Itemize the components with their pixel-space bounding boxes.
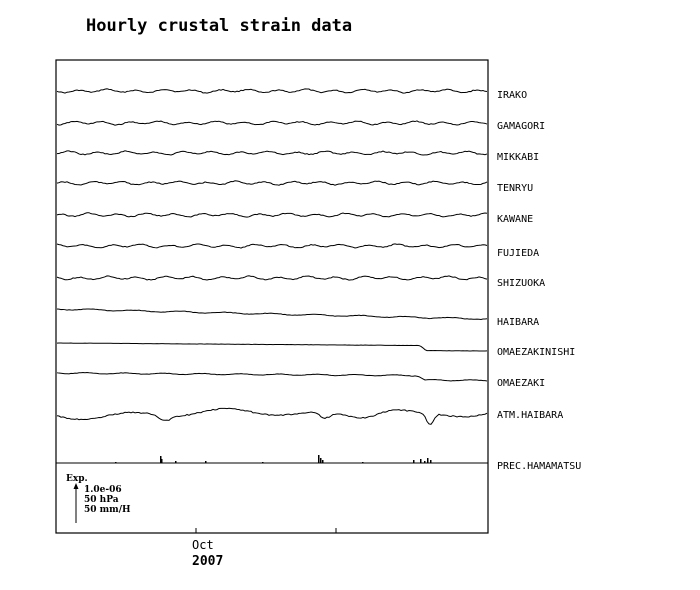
precip-bar [318, 455, 320, 463]
scale-arrow-icon [73, 483, 79, 489]
scale-header: Exp. [66, 474, 88, 484]
trace-atm-haibara [56, 407, 488, 425]
precip-bar [362, 462, 364, 463]
scale-precip: 50 mm/H [84, 505, 131, 515]
label-kawane: KAWANE [497, 214, 533, 225]
year-label: 2007 [192, 554, 223, 569]
precip-bar [262, 462, 264, 463]
label-tenryu: TENRYU [497, 183, 533, 194]
label-gamagori: GAMAGORI [497, 121, 545, 132]
precip-bar [427, 458, 429, 463]
precip-bar [424, 461, 426, 463]
label-omaezaki: OMAEZAKI [497, 378, 545, 389]
label-mikkabi: MIKKABI [497, 152, 539, 163]
trace-omaezaki [56, 371, 488, 382]
label-atm-haibara: ATM.HAIBARA [497, 410, 563, 421]
x-axis-ticks [195, 528, 337, 533]
trace-irako [56, 88, 488, 94]
label-omaezakinishi: OMAEZAKINISHI [497, 347, 575, 358]
precip-bar [160, 456, 162, 463]
plot-frame [55, 59, 489, 534]
label-shizuoka: SHIZUOKA [497, 278, 545, 289]
precip-bar [320, 458, 322, 463]
precip-bar [430, 460, 432, 463]
trace-gamagori [56, 120, 488, 126]
label-prec-hamamatsu: PREC.HAMAMATSU [497, 461, 581, 472]
trace-fujieda [56, 243, 488, 249]
series-labels: IRAKO GAMAGORI MIKKABI TENRYU KAWANE FUJIEDA S… [497, 90, 581, 472]
scale-pressure: 50 hPa [84, 495, 119, 505]
precip-bar [413, 460, 415, 463]
label-irako: IRAKO [497, 90, 527, 101]
label-haibara: HAIBARA [497, 317, 539, 328]
trace-shizuoka [56, 275, 488, 281]
trace-tenryu [56, 180, 488, 186]
trace-kawane [56, 212, 488, 218]
trace-omaezakinishi [56, 342, 488, 352]
precip-bar [322, 460, 324, 463]
scale-legend: Exp. 1.0e-06 50 hPa 50 mm/H [66, 474, 131, 523]
trace-haibara [56, 308, 488, 320]
trace-mikkabi [56, 150, 488, 156]
precip-bar [205, 461, 207, 463]
precip-bar [420, 459, 422, 463]
scale-strain: 1.0e-06 [84, 485, 122, 495]
precip-bar [115, 462, 117, 463]
precip-bar [175, 461, 177, 463]
label-fujieda: FUJIEDA [497, 248, 539, 259]
series-traces [56, 88, 488, 463]
precip-bar [161, 459, 163, 463]
chart-title: Hourly crustal strain data [86, 16, 352, 36]
x-tick-label-oct: Oct [192, 538, 214, 552]
